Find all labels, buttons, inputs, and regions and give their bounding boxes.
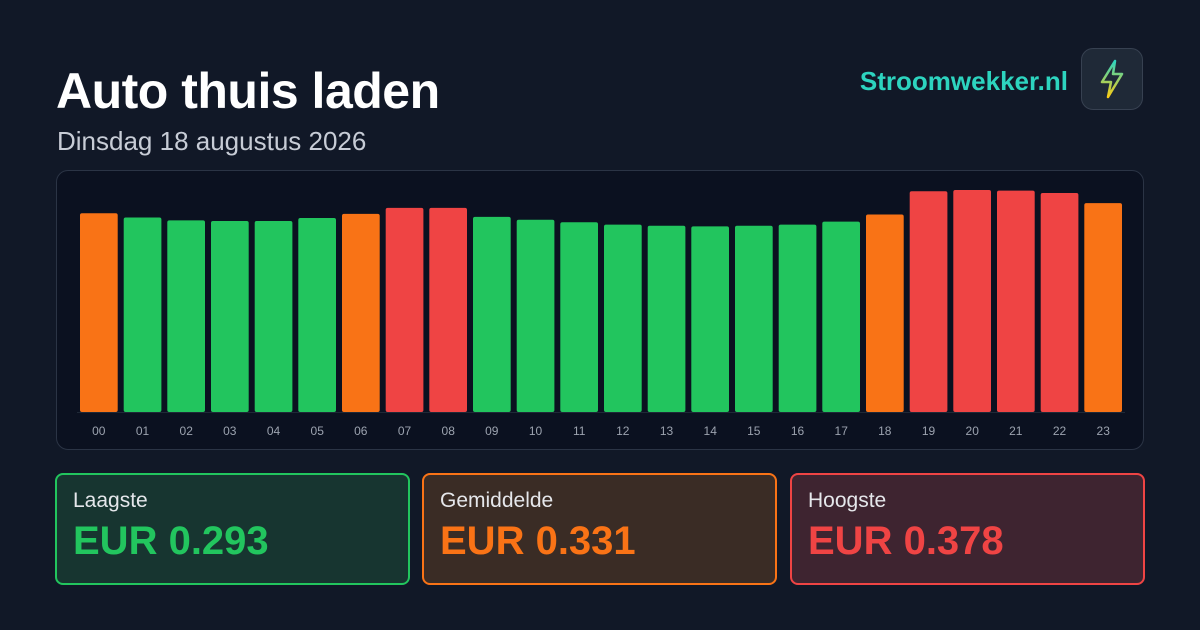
highest-price-label: Hoogste [808, 489, 887, 512]
lowest-price-label: Laagste [73, 489, 148, 512]
lowest-price-card: Laagste EUR 0.293 [55, 473, 410, 585]
x-tick-label-10: 10 [529, 424, 543, 438]
x-tick-label-02: 02 [180, 424, 194, 438]
bar-hour-20[interactable] [953, 190, 991, 412]
x-tick-label-05: 05 [311, 424, 325, 438]
x-tick-label-08: 08 [442, 424, 456, 438]
x-tick-label-07: 07 [398, 424, 412, 438]
bar-hour-16[interactable] [778, 224, 817, 412]
highest-price-card: Hoogste EUR 0.378 [790, 473, 1145, 585]
lowest-price-value: EUR 0.293 [73, 519, 269, 563]
x-tick-label-14: 14 [704, 424, 718, 438]
bar-hour-01[interactable] [123, 217, 162, 413]
date-subtitle: Dinsdag 18 augustus 2026 [57, 126, 367, 156]
price-chart-panel: 00 01 02 03 04 05 06 07 08 09 10 11 12 13 14 15 16 17 18 19… [56, 170, 1144, 450]
bar-hour-04[interactable] [254, 221, 293, 412]
average-price-card: Gemiddelde EUR 0.331 [422, 473, 777, 585]
x-tick-label-06: 06 [354, 424, 368, 438]
x-tick-label-13: 13 [660, 424, 674, 438]
x-tick-label-03: 03 [223, 424, 237, 438]
bar-hour-23[interactable] [1084, 203, 1122, 412]
lightning-bolt-glyph [1100, 59, 1124, 99]
bar-hour-13[interactable] [647, 225, 686, 412]
average-price-label: Gemiddelde [440, 489, 554, 512]
x-tick-label-16: 16 [791, 424, 805, 438]
bar-hour-18[interactable] [866, 214, 904, 413]
x-tick-label-00: 00 [92, 424, 106, 438]
x-tick-label-22: 22 [1053, 424, 1067, 438]
bar-hour-02[interactable] [167, 220, 205, 412]
average-price-value: EUR 0.331 [440, 519, 636, 563]
bar-hour-07[interactable] [385, 207, 424, 412]
x-tick-label-01: 01 [136, 424, 150, 438]
bar-hour-22[interactable] [1040, 193, 1079, 412]
hourly-price-chart: 00 01 02 03 04 05 06 07 08 09 10 11 12 13 14 15 16 17 18 19… [77, 190, 1125, 438]
x-tick-label-17: 17 [835, 424, 849, 438]
x-tick-label-18: 18 [878, 424, 892, 438]
bar-hour-14[interactable] [691, 226, 729, 412]
brand-name[interactable]: Stroomwekker.nl [859, 66, 1068, 96]
bar-hour-19[interactable] [909, 191, 948, 412]
x-tick-label-20: 20 [966, 424, 980, 438]
x-tick-label-21: 21 [1009, 424, 1023, 438]
x-tick-label-09: 09 [485, 424, 499, 438]
bar-hour-11[interactable] [560, 222, 598, 412]
bar-hour-15[interactable] [735, 225, 773, 412]
bar-hour-17[interactable] [822, 221, 860, 412]
lightning-bolt-icon[interactable] [1081, 48, 1143, 110]
bar-hour-06[interactable] [342, 213, 380, 412]
x-tick-label-04: 04 [267, 424, 281, 438]
page-title: Auto thuis laden [56, 63, 440, 119]
bar-hour-09[interactable] [473, 216, 511, 412]
bar-hour-12[interactable] [604, 224, 642, 412]
bar-hour-08[interactable] [429, 207, 467, 412]
bar-hour-00[interactable] [80, 213, 118, 412]
x-tick-label-12: 12 [616, 424, 630, 438]
x-tick-label-11: 11 [573, 424, 586, 438]
x-tick-label-15: 15 [747, 424, 761, 438]
bar-hour-05[interactable] [298, 218, 336, 412]
x-tick-label-23: 23 [1097, 424, 1111, 438]
bar-hour-10[interactable] [516, 219, 555, 412]
x-tick-label-19: 19 [922, 424, 936, 438]
highest-price-value: EUR 0.378 [808, 519, 1004, 563]
bar-hour-03[interactable] [211, 221, 249, 412]
bar-hour-21[interactable] [997, 190, 1035, 412]
